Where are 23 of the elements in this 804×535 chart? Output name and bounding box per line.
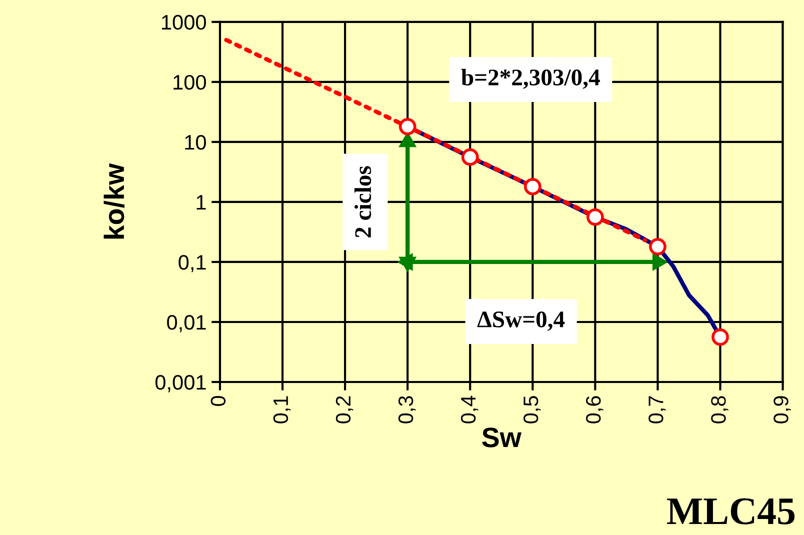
- x-tick-label: 0,7: [648, 396, 666, 424]
- x-tick-label: 0,1: [273, 396, 291, 424]
- y-tick-label: 0,001: [155, 374, 206, 392]
- x-tick-label: 0: [210, 396, 226, 406]
- y-tick-label: 0,1: [178, 254, 206, 272]
- x-tick-label: 0,6: [586, 396, 604, 424]
- x-tick-label: 0,5: [523, 396, 541, 424]
- x-tick-label: 0,9: [774, 396, 791, 424]
- x-tick-label: 0,4: [460, 396, 478, 424]
- y-tick-label: 100: [174, 74, 206, 90]
- annotation: b=2*2,303/0,4: [461, 68, 600, 89]
- y-tick-label: 1: [196, 195, 206, 210]
- text: MLC45: [667, 498, 795, 524]
- y-axis-title: ko/kw: [104, 163, 124, 239]
- x-tick-label: 0,8: [711, 396, 728, 424]
- annotation: ΔSw=0,4: [477, 311, 565, 331]
- y-tick-label: 0,01: [167, 314, 206, 332]
- x-axis-title: Sw: [482, 428, 522, 448]
- annotation: 2 ciclos: [354, 166, 372, 238]
- y-tick-label: 1000: [162, 14, 206, 30]
- y-tick-label: 10: [185, 134, 206, 150]
- x-tick-label: 0,3: [398, 396, 416, 424]
- x-tick-label: 0,2: [336, 396, 354, 424]
